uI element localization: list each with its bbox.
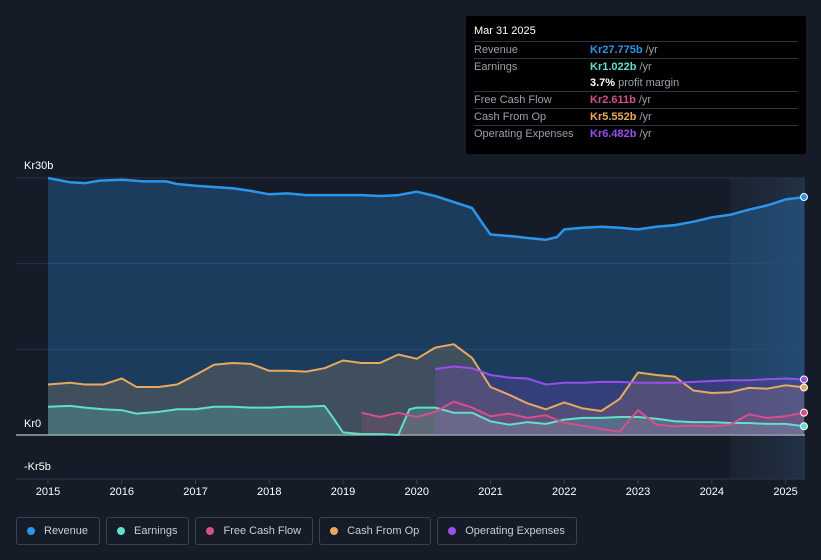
tooltip-row-earnings: Earnings Kr1.022b /yr — [474, 58, 798, 75]
x-tick-label: 2019 — [331, 486, 355, 498]
free-cash-flow-end-point — [800, 408, 808, 417]
tooltip-date: Mar 31 2025 — [474, 25, 536, 37]
x-tick-label: 2023 — [626, 486, 650, 498]
legend-item-earnings[interactable]: Earnings — [106, 517, 190, 545]
revenue-end-point — [800, 193, 808, 202]
x-tick-label: 2022 — [552, 486, 576, 498]
legend-label: Cash From Op — [347, 525, 420, 537]
x-tick-label: 2017 — [183, 486, 207, 498]
cash-from-op-area — [48, 344, 804, 435]
y-tick-label: -Kr5b — [24, 461, 51, 473]
legend-label: Earnings — [134, 525, 178, 537]
tooltip-value: Kr6.482b — [590, 128, 637, 140]
x-tick-label: 2021 — [478, 486, 502, 498]
cash-from-op-line — [47, 343, 805, 412]
legend: Revenue Earnings Free Cash Flow Cash Fro… — [16, 517, 577, 545]
legend-item-operating-expenses[interactable]: Operating Expenses — [437, 517, 577, 545]
legend-dot-icon — [206, 527, 215, 535]
legend-dot-icon — [448, 527, 457, 535]
y-tick-label: Kr0 — [24, 418, 41, 430]
tooltip-label — [474, 75, 590, 91]
free-cash-flow-area — [361, 401, 804, 435]
x-tick-label: 2024 — [700, 486, 724, 498]
tooltip-value: 3.7% — [590, 77, 616, 89]
tooltip-label: Revenue — [474, 44, 519, 56]
tooltip-row-margin: 3.7% profit margin — [474, 75, 798, 91]
x-tick-label: 2016 — [110, 486, 134, 498]
tooltip-unit: /yr — [639, 111, 652, 123]
legend-item-free-cash-flow[interactable]: Free Cash Flow — [195, 517, 314, 545]
tooltip-label: Operating Expenses — [474, 128, 574, 140]
tooltip-row-fcf: Free Cash Flow Kr2.611b /yr — [474, 91, 798, 108]
cash-from-op-end-point — [800, 383, 808, 392]
tooltip-label: Free Cash Flow — [474, 94, 552, 106]
tooltip-value: Kr27.775b — [590, 44, 643, 56]
earnings-area — [48, 405, 804, 435]
revenue-line — [47, 176, 805, 241]
tooltip-unit: /yr — [638, 94, 652, 106]
x-tick-label: 2018 — [257, 486, 281, 498]
tooltip-unit: /yr — [639, 61, 652, 73]
tooltip-unit: /yr — [645, 44, 658, 56]
legend-item-cash-from-op[interactable]: Cash From Op — [319, 517, 432, 545]
legend-dot-icon — [27, 527, 35, 535]
tooltip-unit: /yr — [639, 128, 652, 140]
forecast-region — [730, 178, 805, 479]
x-tick-label: 2025 — [773, 486, 797, 498]
tooltip-row-cfo: Cash From Op Kr5.552b /yr — [474, 108, 798, 125]
legend-dot-icon — [117, 527, 126, 535]
x-tick-label: 2020 — [405, 486, 429, 498]
earnings-end-point — [800, 422, 808, 431]
x-tick-label: 2015 — [36, 486, 60, 498]
tooltip-value: Kr2.611b — [590, 94, 636, 106]
tooltip-value: Kr1.022b — [590, 61, 637, 73]
y-tick-label: Kr30b — [24, 160, 53, 172]
tooltip-label: Cash From Op — [474, 111, 547, 123]
tooltip-unit: profit margin — [618, 77, 680, 89]
tooltip-row-revenue: Revenue Kr27.775b /yr — [474, 41, 798, 58]
legend-item-revenue[interactable]: Revenue — [16, 517, 101, 545]
operating-expenses-end-point — [800, 375, 808, 384]
revenue-area — [48, 178, 804, 435]
operating-expenses-line — [435, 365, 805, 386]
tooltip-row-opex: Operating Expenses Kr6.482b /yr — [474, 125, 798, 142]
legend-label: Revenue — [44, 525, 89, 537]
legend-dot-icon — [330, 527, 339, 535]
legend-label: Free Cash Flow — [223, 525, 302, 537]
free-cash-flow-line — [361, 400, 805, 433]
earnings-line — [47, 404, 805, 436]
tooltip-value: Kr5.552b — [590, 111, 637, 123]
legend-label: Operating Expenses — [465, 525, 565, 537]
tooltip-label: Earnings — [474, 61, 518, 73]
tooltip-panel: Mar 31 2025 Revenue Kr27.775b /yr Earnin… — [466, 16, 806, 154]
